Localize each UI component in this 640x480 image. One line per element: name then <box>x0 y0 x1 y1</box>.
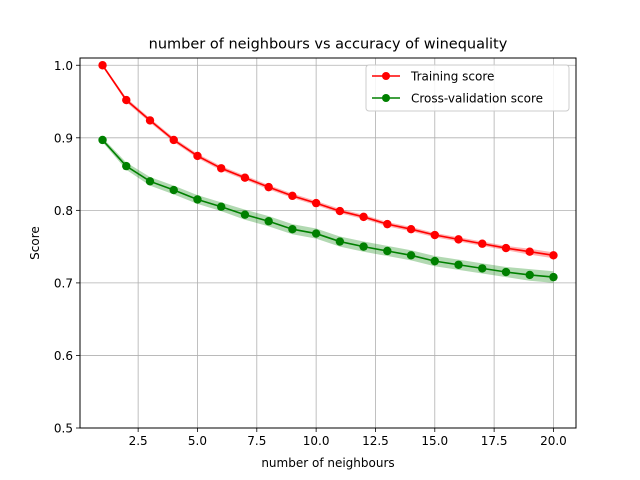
legend-swatch-marker <box>382 94 390 102</box>
cross-validation-score-point <box>454 260 463 269</box>
cross-validation-score-point <box>549 272 558 282</box>
cross-validation-score-point <box>525 270 534 280</box>
legend-label-training: Training score <box>410 70 494 84</box>
legend-box <box>365 64 570 112</box>
x-tick-label: 2.5 <box>129 434 148 448</box>
training-score-point <box>383 219 392 229</box>
confidence-bands <box>102 63 554 283</box>
series-lines <box>98 61 558 282</box>
chart-title: number of neighbours vs accuracy of wine… <box>149 37 508 53</box>
x-tick-label: 15.0 <box>421 434 448 448</box>
training-score-point <box>406 225 416 234</box>
x-axis-ticks: 2.5 5.0 7.5 10.0 12.5 15.0 17.5 20.0 <box>129 428 567 448</box>
cross-validation-score-point <box>359 242 368 251</box>
cross-validation-score-point <box>406 251 416 260</box>
y-tick-label: 0.9 <box>54 131 73 145</box>
training-score-point <box>145 116 155 125</box>
y-tick-label: 0.6 <box>54 349 73 363</box>
training-score-point <box>122 95 131 105</box>
cross-validation-score-point <box>264 217 273 226</box>
training-score-point <box>193 151 202 161</box>
training-score-point <box>430 230 439 240</box>
training-score-point <box>359 212 368 222</box>
cross-validation-score-point <box>122 161 131 171</box>
y-tick-label: 0.7 <box>54 276 73 290</box>
x-tick-label: 5.0 <box>188 434 207 448</box>
training-score-point <box>169 135 178 145</box>
cross-validation-score-point <box>383 246 392 256</box>
training-score-point <box>478 239 487 248</box>
cross-validation-score-point <box>311 229 321 238</box>
cross-validation-score-point <box>98 135 107 145</box>
legend: Training score Cross-validation score <box>365 64 570 112</box>
cross-validation-score-point <box>288 225 297 234</box>
training-score-point <box>454 235 463 244</box>
legend-label-cross-validation: Cross-validation score <box>411 92 543 106</box>
y-tick-label: 0.8 <box>54 204 73 218</box>
training-score-point <box>264 182 273 192</box>
training-score-point <box>501 243 511 253</box>
x-tick-label: 7.5 <box>247 434 266 448</box>
cross-validation-score-point <box>430 256 439 266</box>
cross-validation-score-point <box>169 185 178 195</box>
x-tick-label: 20.0 <box>540 434 567 448</box>
training-score-point <box>549 251 558 260</box>
legend-swatch-marker <box>382 72 390 80</box>
cross-validation-score-point <box>217 202 226 211</box>
y-axis-label: Score <box>28 226 42 260</box>
cross-validation-score-point <box>240 210 250 219</box>
y-tick-label: 0.5 <box>54 422 73 436</box>
x-tick-label: 17.5 <box>481 434 508 448</box>
training-score-point <box>288 191 297 201</box>
training-score-point <box>335 206 345 216</box>
cross-validation-score-point <box>501 267 511 277</box>
cross-validation-score-point <box>478 264 487 273</box>
x-tick-label: 10.0 <box>303 434 330 448</box>
x-tick-label: 12.5 <box>362 434 389 448</box>
training-score-point <box>311 198 321 208</box>
training-score-point <box>217 164 226 173</box>
cross-validation-score-point <box>193 195 202 204</box>
cross-validation-score-band <box>102 137 554 283</box>
y-tick-label: 1.0 <box>54 59 73 73</box>
training-score-point <box>525 247 534 256</box>
cross-validation-score-point <box>145 177 155 186</box>
axes-frame <box>79 57 577 429</box>
y-axis-ticks: 0.5 0.6 0.7 0.8 0.9 1.0 <box>54 59 80 436</box>
cross-validation-score-point <box>335 237 345 246</box>
training-score-point <box>98 61 107 70</box>
training-score-point <box>240 173 250 182</box>
x-axis-label: number of neighbours <box>261 456 394 470</box>
